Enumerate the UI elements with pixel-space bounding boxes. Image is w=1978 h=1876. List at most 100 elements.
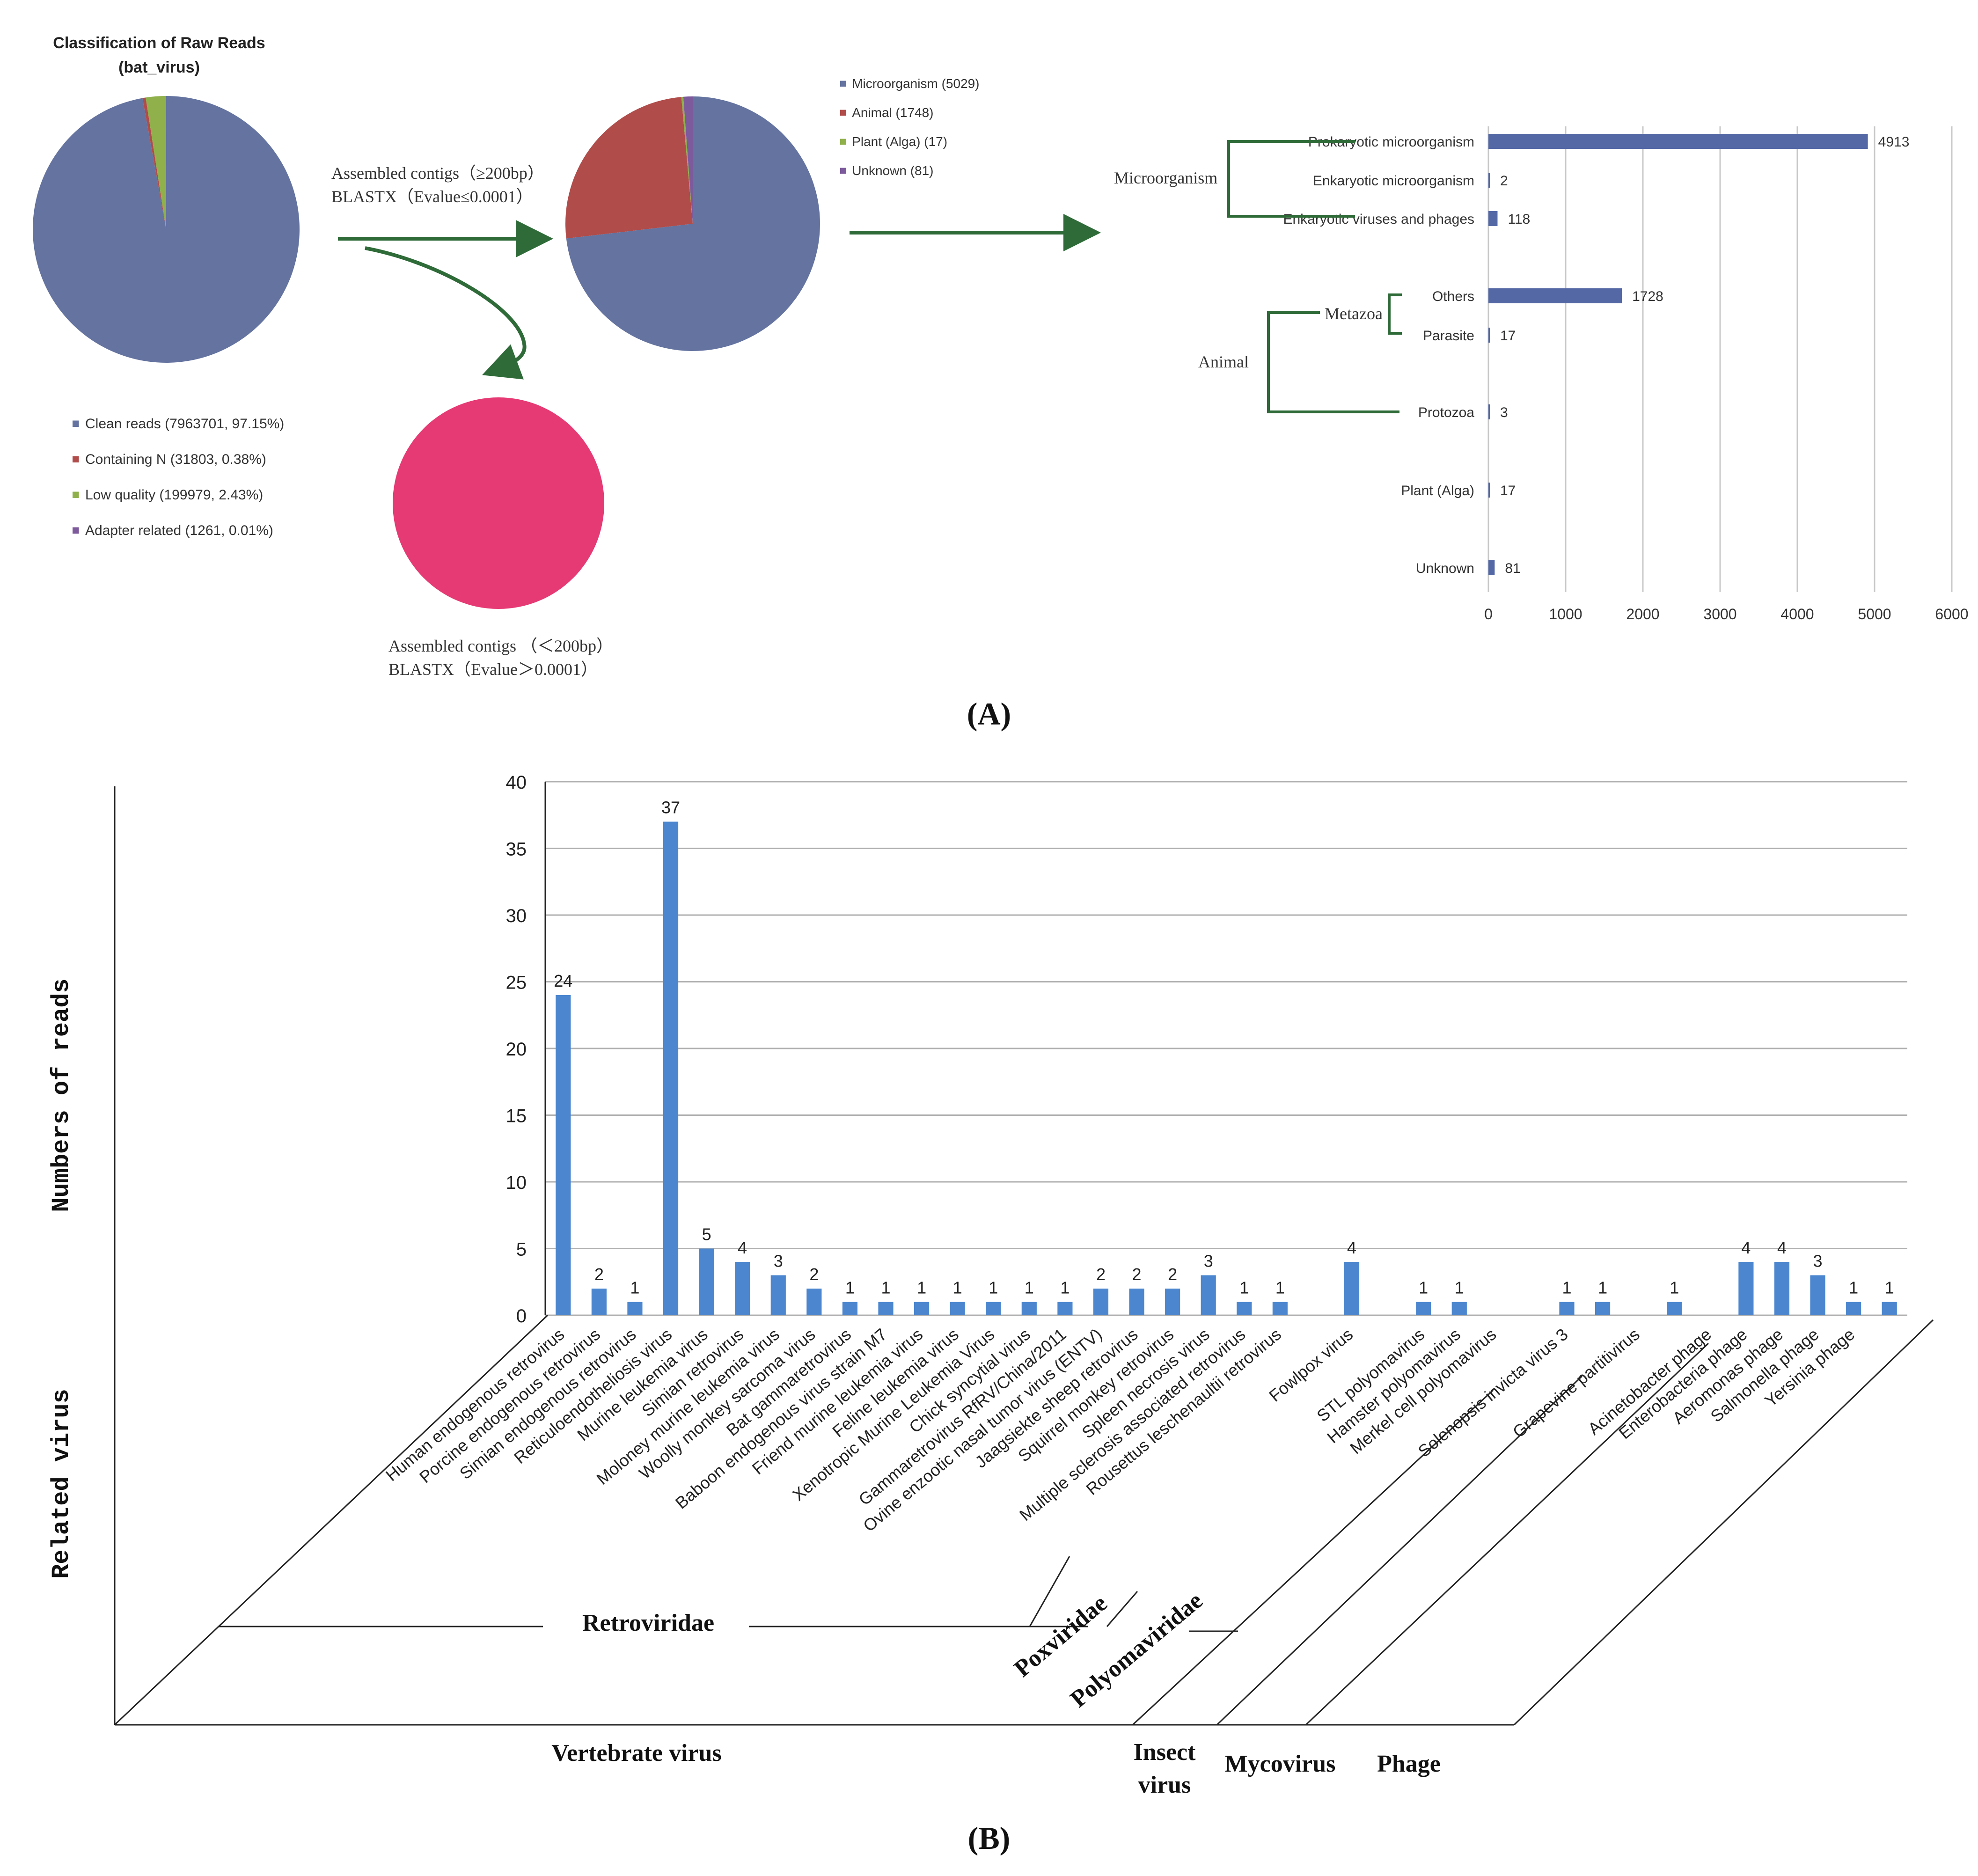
arrow-caption-1: Assembled contigs（≥200bp） <box>331 164 544 183</box>
tree-label-metazoa: Metazoa <box>1325 304 1383 323</box>
bar <box>663 821 679 1315</box>
bar <box>1488 288 1622 303</box>
host-label-insect-2: virus <box>1138 1772 1191 1798</box>
bar <box>591 1289 607 1315</box>
bar <box>1488 211 1498 226</box>
bar <box>1488 483 1490 498</box>
bar <box>699 1248 714 1315</box>
pie-slice <box>683 96 693 224</box>
pie-slice <box>393 397 604 609</box>
bar-value-label: 118 <box>1508 212 1530 227</box>
category-label: Enkaryotic viruses and phages <box>1283 212 1474 227</box>
category-label: Plant (Alga) <box>1401 483 1474 498</box>
bar <box>986 1302 1001 1315</box>
raw-reads-pie-legend: Clean reads (7963701, 97.15%) Containing … <box>73 416 284 538</box>
bar-value-label: 4 <box>1777 1238 1787 1257</box>
x-tick-label: 0 <box>1484 606 1493 623</box>
bar-value-label: 1 <box>917 1278 926 1297</box>
bar <box>1237 1302 1252 1315</box>
bar-value-label: 3 <box>774 1252 783 1271</box>
tree-label-animal: Animal <box>1198 352 1249 371</box>
bar <box>1846 1302 1861 1315</box>
bar <box>1559 1302 1575 1315</box>
legend-label: Plant (Alga) (17) <box>852 134 947 149</box>
legend-swatch <box>840 168 846 174</box>
short-contigs-caption-1: Assembled contigs （＜200bp） <box>388 637 613 655</box>
bar-value-label: 1 <box>1275 1278 1285 1297</box>
host-label-phage: Phage <box>1377 1751 1441 1777</box>
bar-value-label: 2 <box>809 1265 819 1284</box>
legend-label: Unknown (81) <box>852 163 933 178</box>
x-tick-label: 5000 <box>1858 606 1891 623</box>
y-axis-title: Numbers of reads <box>48 978 75 1212</box>
bar-value-label: 4 <box>1741 1238 1751 1257</box>
x-axis-title: Related virus <box>48 1389 75 1579</box>
bar <box>1021 1302 1037 1315</box>
bar-value-label: 24 <box>554 971 572 990</box>
bar-value-label: 81 <box>1505 561 1520 576</box>
bar-value-label: 3 <box>1204 1252 1213 1271</box>
family-label-retroviridae: Retroviridae <box>582 1610 714 1636</box>
pie-slice <box>146 96 166 230</box>
x-tick-label: 1000 <box>1549 606 1582 623</box>
arrow-caption-2: BLASTX（Evalue≤0.0001） <box>331 187 533 206</box>
category-label: Protozoa <box>1418 405 1474 420</box>
bar <box>770 1275 786 1315</box>
bar-value-label: 1 <box>1562 1278 1571 1297</box>
legend-swatch <box>840 81 846 87</box>
bar <box>950 1302 965 1315</box>
classification-tree <box>1227 140 1402 413</box>
bar-value-label: 17 <box>1500 328 1516 344</box>
bar-value-label: 1 <box>953 1278 962 1297</box>
pie-slice <box>142 97 166 230</box>
bar-value-label: 1728 <box>1632 289 1663 304</box>
bar <box>1595 1302 1611 1315</box>
bar-value-label: 3 <box>1500 405 1508 420</box>
y-tick-label: 10 <box>506 1172 527 1193</box>
legend-swatch <box>73 420 79 427</box>
bar <box>1488 173 1490 188</box>
bar <box>1093 1289 1109 1315</box>
x-tick-label: 2000 <box>1626 606 1659 623</box>
bar <box>735 1262 750 1315</box>
bar-value-label: 3 <box>1813 1252 1823 1271</box>
bar-value-label: 1 <box>630 1278 639 1297</box>
pie-slice <box>565 97 693 239</box>
short-contigs-caption-2: BLASTX（Evalue＞0.0001） <box>388 660 598 679</box>
bar <box>1344 1262 1360 1315</box>
legend-swatch <box>73 527 79 534</box>
bar <box>878 1302 894 1315</box>
bar-value-label: 4 <box>738 1238 747 1257</box>
legend-swatch <box>73 491 79 498</box>
bar-value-label: 1 <box>1060 1278 1070 1297</box>
bar-value-label: 5 <box>702 1225 711 1244</box>
bar-value-label: 2 <box>1132 1265 1142 1284</box>
bar <box>1810 1275 1825 1315</box>
raw-reads-pie-subtitle: (bat_virus) <box>118 59 200 76</box>
bar-value-label: 2 <box>1096 1265 1106 1284</box>
bar-value-label: 1 <box>1239 1278 1249 1297</box>
panel-a: Classification of Raw Reads (bat_virus) … <box>32 34 1969 732</box>
x-tick-label: 3000 <box>1703 606 1736 623</box>
bar-value-label: 1 <box>1419 1278 1428 1297</box>
bar <box>842 1302 858 1315</box>
bar-value-label: 4 <box>1347 1238 1356 1257</box>
legend-label: Containing N (31803, 0.38%) <box>85 452 266 467</box>
flow-arrow-curved <box>365 246 527 380</box>
category-label: Unknown <box>1416 561 1474 576</box>
y-tick-label: 35 <box>506 839 527 860</box>
legend-label: Clean reads (7963701, 97.15%) <box>85 416 284 432</box>
y-tick-label: 20 <box>506 1039 527 1060</box>
bar <box>1129 1289 1144 1315</box>
bar-value-label: 1 <box>1455 1278 1464 1297</box>
y-tick-label: 15 <box>506 1106 527 1127</box>
bar <box>1272 1302 1288 1315</box>
pie-slice <box>32 96 300 363</box>
short-contigs-pie <box>393 397 604 609</box>
bar-value-label: 2 <box>1500 173 1508 189</box>
legend-label: Microorganism (5029) <box>852 76 979 91</box>
bar <box>627 1302 643 1315</box>
bar <box>556 995 571 1315</box>
